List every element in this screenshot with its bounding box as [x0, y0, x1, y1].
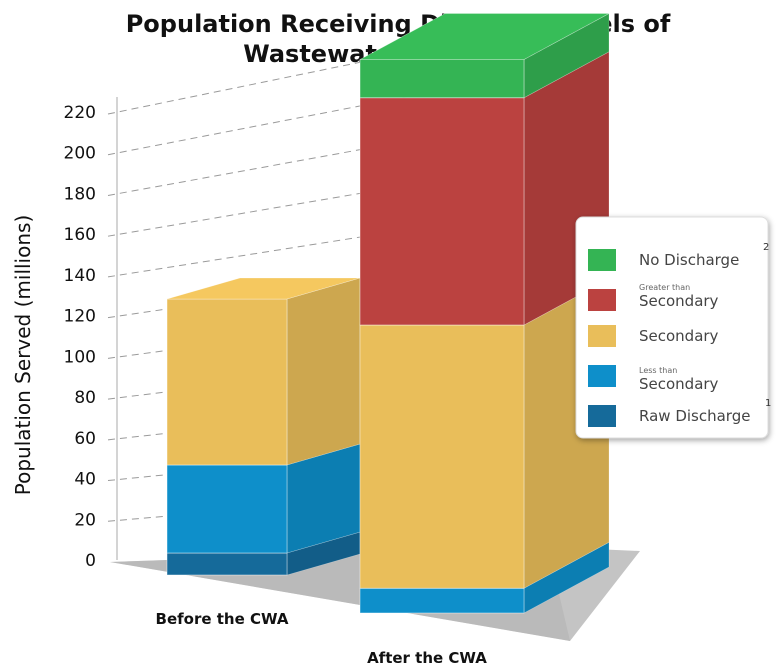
bar-after-the-cwa-less-than-secondary	[359, 587, 525, 614]
bar-after-the-cwa-greater-than-secondary	[359, 97, 525, 326]
y-tick-label-220: 220	[64, 103, 96, 123]
legend-label-no-discharge: No Discharge	[639, 251, 739, 269]
y-tick-label-120: 120	[64, 307, 96, 327]
legend-label-less-than-secondary: Secondary	[639, 375, 719, 393]
legend-label-raw-discharge: Raw Discharge	[639, 407, 750, 425]
bar-top-after-the-cwa-no-discharge	[359, 13, 610, 60]
legend-swatch-greater-than-secondary	[588, 289, 616, 311]
y-axis-label: Population Served (millions)	[11, 215, 35, 496]
legend-qualifier-less-than: Less than	[639, 366, 677, 375]
legend-swatch-secondary	[588, 325, 616, 347]
legend-qualifier-greater-than: Greater than	[639, 283, 690, 292]
bar-after-the-cwa-secondary	[359, 324, 525, 589]
y-tick-label-60: 60	[74, 429, 96, 449]
category-labels: Before the CWA After the CWA	[156, 610, 488, 666]
legend-label-greater-than-secondary: Secondary	[639, 292, 719, 310]
y-tick-label-100: 100	[64, 347, 96, 367]
y-tick-label-20: 20	[74, 510, 96, 530]
y-tick-label-180: 180	[64, 184, 96, 204]
legend-swatch-raw-discharge	[588, 405, 616, 427]
y-tick-label-80: 80	[74, 388, 96, 408]
y-tick-label-0: 0	[85, 551, 96, 571]
y-tick-label-200: 200	[64, 144, 96, 164]
category-label-after-the-cwa: After the CWA	[367, 649, 487, 666]
legend-sup-raw-discharge: 1	[765, 398, 771, 409]
bar-before-the-cwa-raw-discharge	[166, 552, 288, 576]
legend-box	[575, 216, 769, 439]
y-tick-label-140: 140	[64, 266, 96, 286]
y-tick-label-160: 160	[64, 225, 96, 245]
legend-label-secondary: Secondary	[639, 327, 719, 345]
bar-before-the-cwa-less-than-secondary	[166, 464, 288, 554]
bar-after-the-cwa-no-discharge	[359, 59, 525, 99]
legend-sup-no-discharge: 2	[763, 242, 769, 253]
legend: No Discharge 2 Greater than Secondary Se…	[575, 216, 771, 439]
legend-swatch-no-discharge	[588, 249, 616, 271]
legend-swatch-less-than-secondary	[588, 365, 616, 387]
bars	[166, 12, 610, 614]
y-ticks: 0 20 40 60 80 100 120 140 160 180 200 220	[64, 103, 96, 571]
bar-side-before-the-cwa-secondary	[286, 277, 361, 466]
bar-before-the-cwa-secondary	[166, 298, 288, 466]
category-label-before-the-cwa: Before the CWA	[156, 610, 289, 628]
y-tick-label-40: 40	[74, 470, 96, 490]
